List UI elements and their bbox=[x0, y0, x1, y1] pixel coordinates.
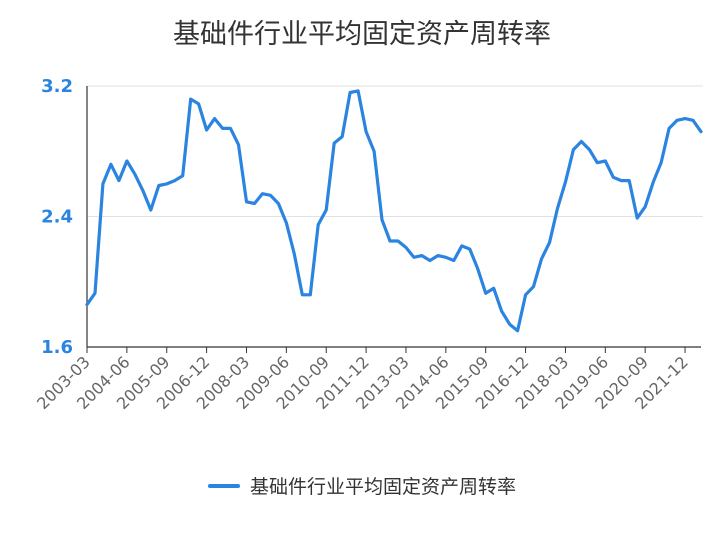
chart-title: 基础件行业平均固定资产周转率 bbox=[173, 19, 551, 50]
series-line bbox=[85, 89, 703, 333]
y-tick-label: 2.4 bbox=[41, 207, 73, 228]
y-tick-label: 3.2 bbox=[41, 76, 73, 97]
y-tick-label: 1.6 bbox=[41, 337, 73, 358]
legend-swatch bbox=[207, 483, 240, 488]
legend-label: 基础件行业平均固定资产周转率 bbox=[249, 476, 516, 498]
legend: 基础件行业平均固定资产周转率 bbox=[0, 472, 724, 499]
